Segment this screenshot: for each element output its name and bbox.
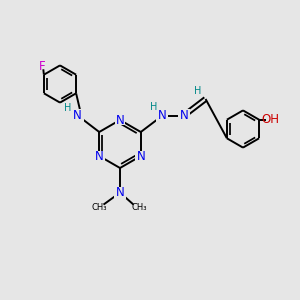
Text: F: F bbox=[39, 60, 46, 73]
Bar bbox=[94, 151, 105, 161]
Text: N: N bbox=[73, 109, 82, 122]
Bar bbox=[156, 110, 168, 122]
Bar bbox=[135, 151, 146, 161]
Bar bbox=[115, 115, 125, 125]
Text: H: H bbox=[150, 102, 158, 112]
Text: N: N bbox=[116, 186, 124, 199]
Text: H: H bbox=[194, 85, 202, 96]
Text: CH₃: CH₃ bbox=[131, 202, 147, 211]
Bar bbox=[178, 110, 190, 122]
Bar bbox=[71, 110, 84, 122]
Text: N: N bbox=[158, 109, 167, 122]
Text: N: N bbox=[95, 149, 103, 163]
Text: OH: OH bbox=[262, 113, 280, 126]
Text: N: N bbox=[180, 109, 188, 122]
Bar bbox=[114, 187, 126, 199]
Text: N: N bbox=[136, 149, 145, 163]
Text: H: H bbox=[64, 103, 72, 113]
Text: CH₃: CH₃ bbox=[91, 202, 107, 211]
Text: N: N bbox=[116, 113, 124, 127]
